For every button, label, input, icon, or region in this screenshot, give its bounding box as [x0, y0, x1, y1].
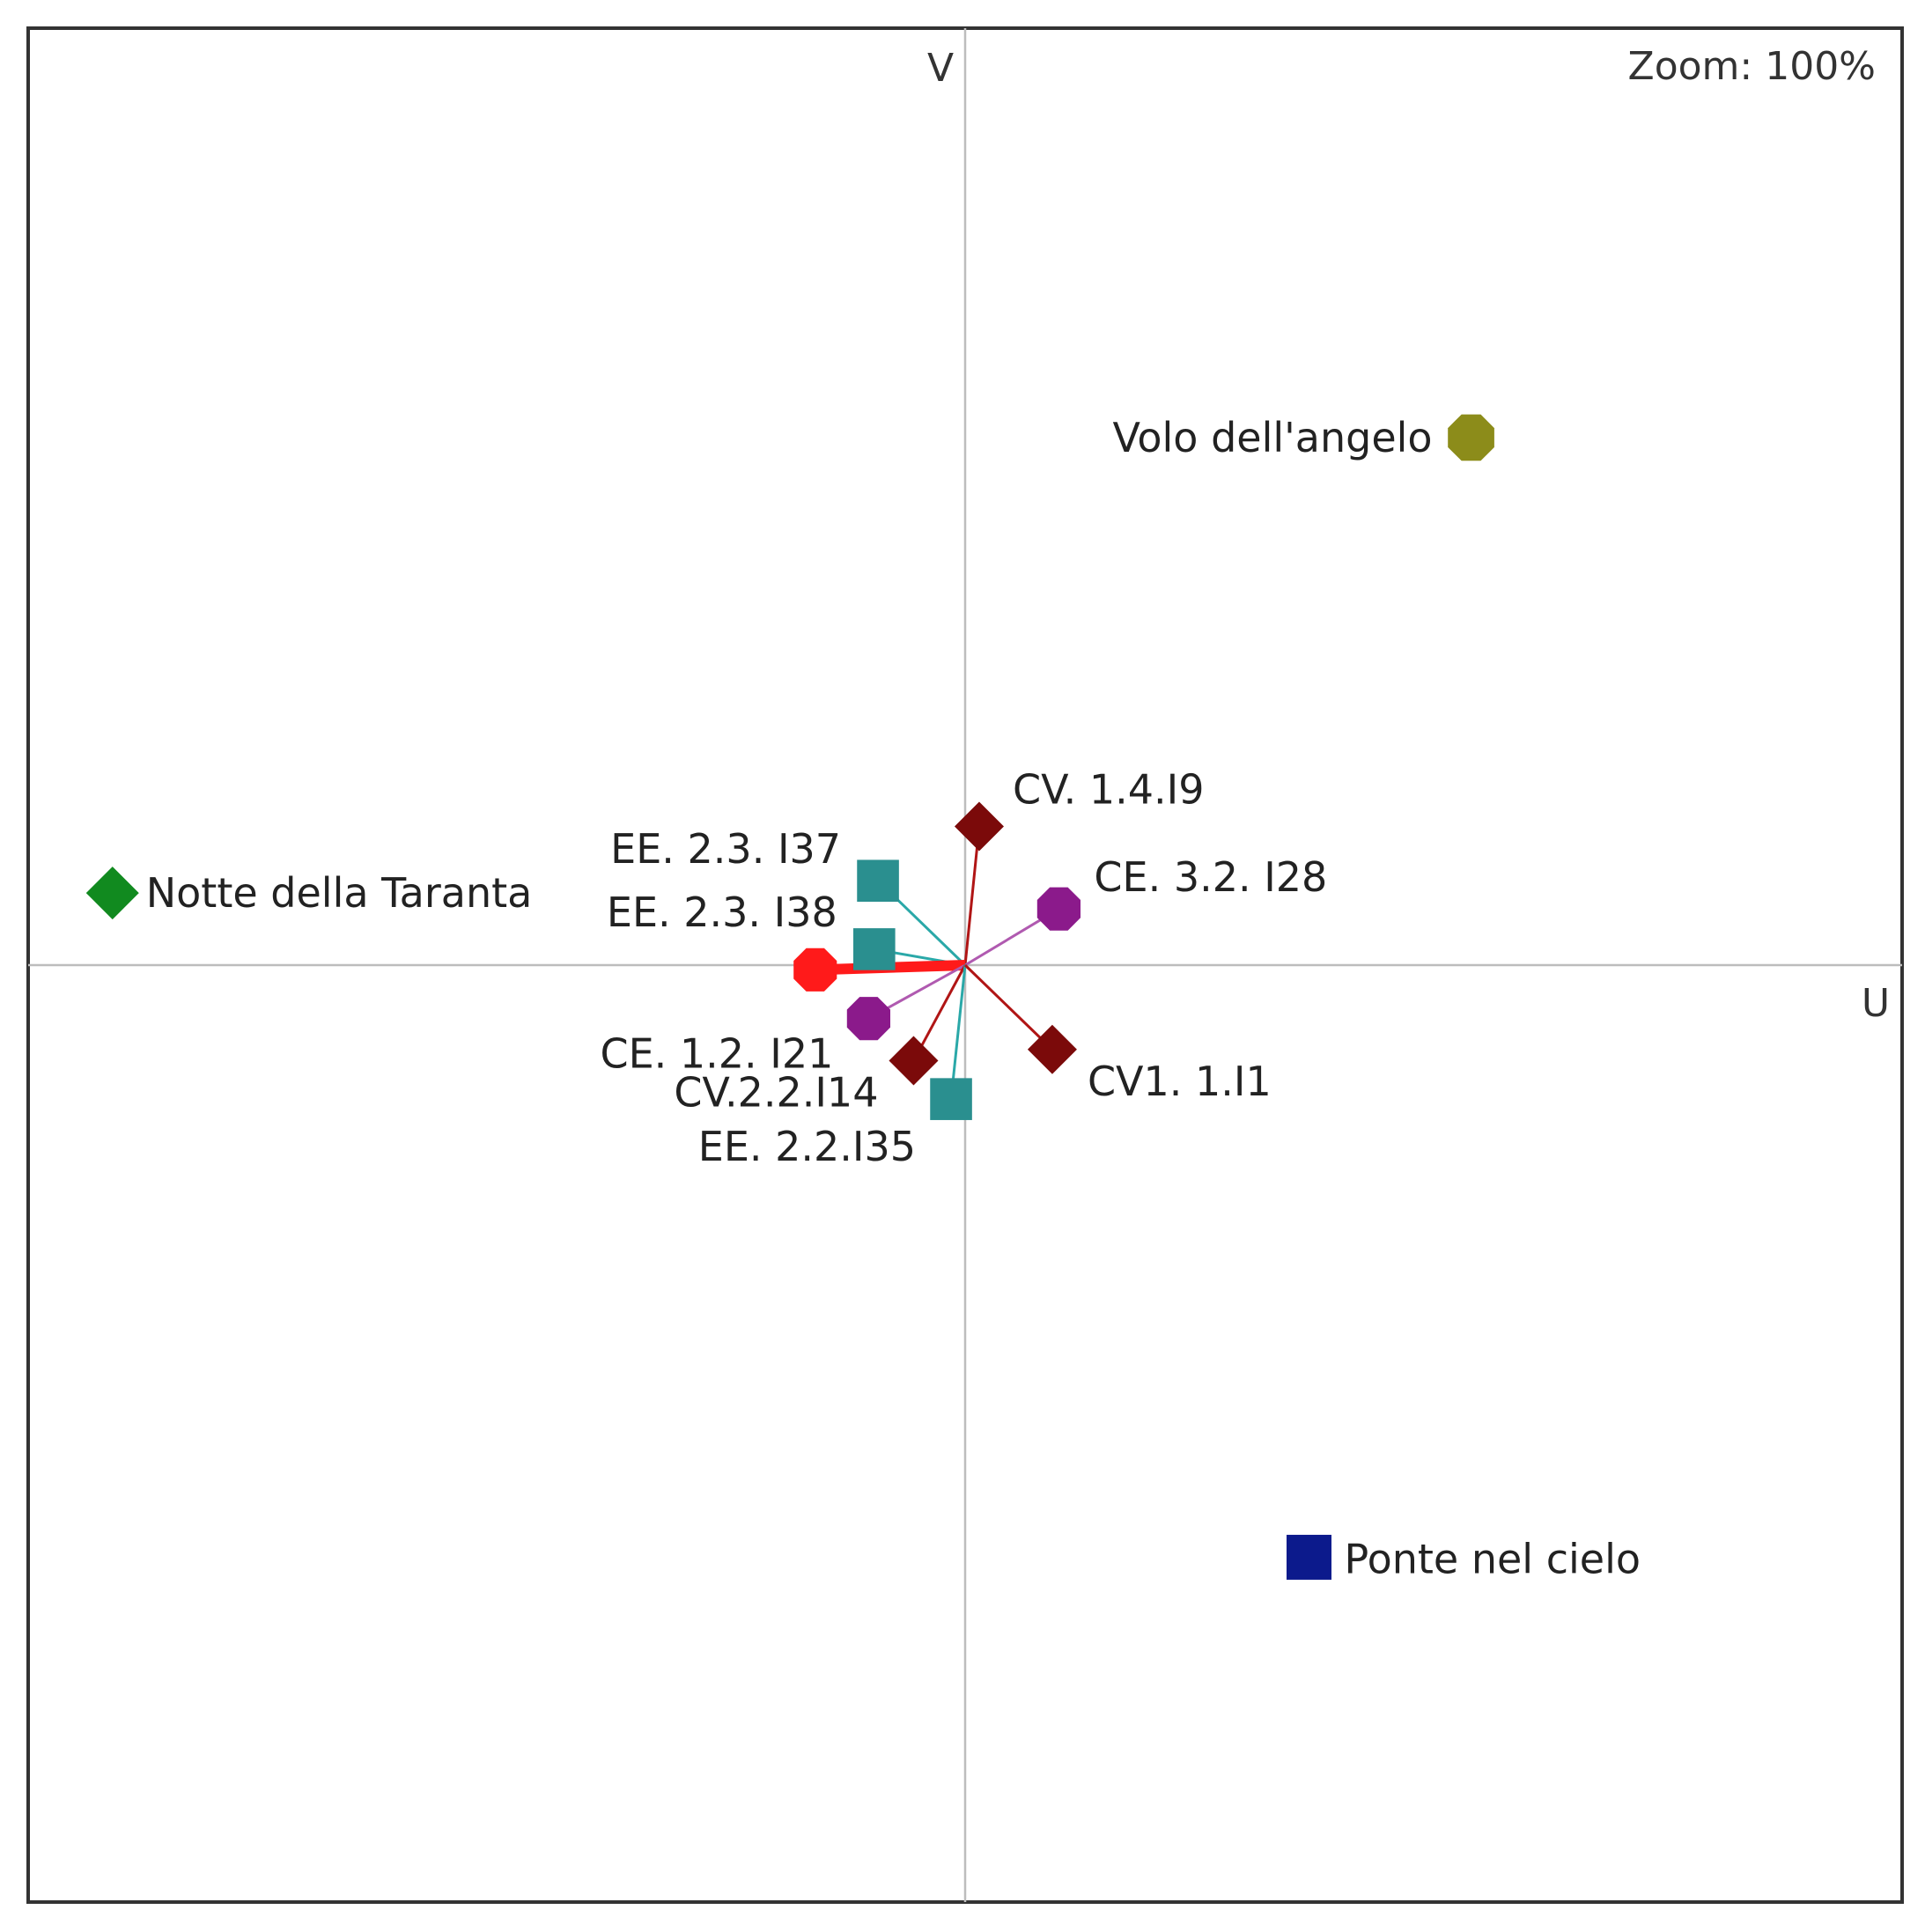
point-label: CV.2.2.I14: [674, 1069, 878, 1117]
supplementary-point-octagon: [1448, 414, 1494, 461]
point-label: CE. 3.2. I28: [1094, 853, 1327, 901]
vector-line: [963, 826, 981, 966]
point-label: EE. 2.3. I37: [610, 825, 841, 873]
vector-line: [949, 964, 967, 1100]
point-labels: CV. 1.4.I9 CE. 3.2. I28 EE. 2.3. I37 EE. 2.…: [146, 414, 1641, 1582]
chart-markers: [85, 414, 1494, 1580]
point-label: Volo dell'angelo: [1112, 414, 1432, 461]
data-point-diamond: [954, 801, 1004, 852]
x-axis-label: U: [1862, 981, 1890, 1026]
data-point-diamond: [1027, 1024, 1077, 1074]
point-label: CV1. 1.I1: [1088, 1058, 1272, 1105]
point-label: Notte della Taranta: [146, 869, 533, 917]
zoom-level: Zoom: 100%: [1628, 44, 1876, 89]
data-point-octagon: [846, 997, 890, 1041]
vector-line: [963, 963, 1053, 1051]
point-label: EE. 2.3. I38: [607, 889, 837, 936]
point-label: Ponte nel cielo: [1344, 1535, 1641, 1582]
point-label: CV. 1.4.I9: [1013, 766, 1205, 814]
data-point-square: [930, 1078, 972, 1120]
data-point-square: [852, 928, 896, 970]
y-axis-label: V: [927, 46, 954, 91]
point-label: EE. 2.2.I35: [698, 1123, 916, 1170]
supplementary-point-square: [1286, 1534, 1331, 1580]
data-point-octagon: [1036, 887, 1081, 931]
supplementary-point-diamond: [85, 866, 139, 920]
data-point-octagon: [793, 948, 837, 992]
point-label: CE. 1.2. I21: [600, 1030, 833, 1078]
data-point-diamond: [889, 1036, 939, 1086]
data-point-square: [857, 859, 899, 903]
